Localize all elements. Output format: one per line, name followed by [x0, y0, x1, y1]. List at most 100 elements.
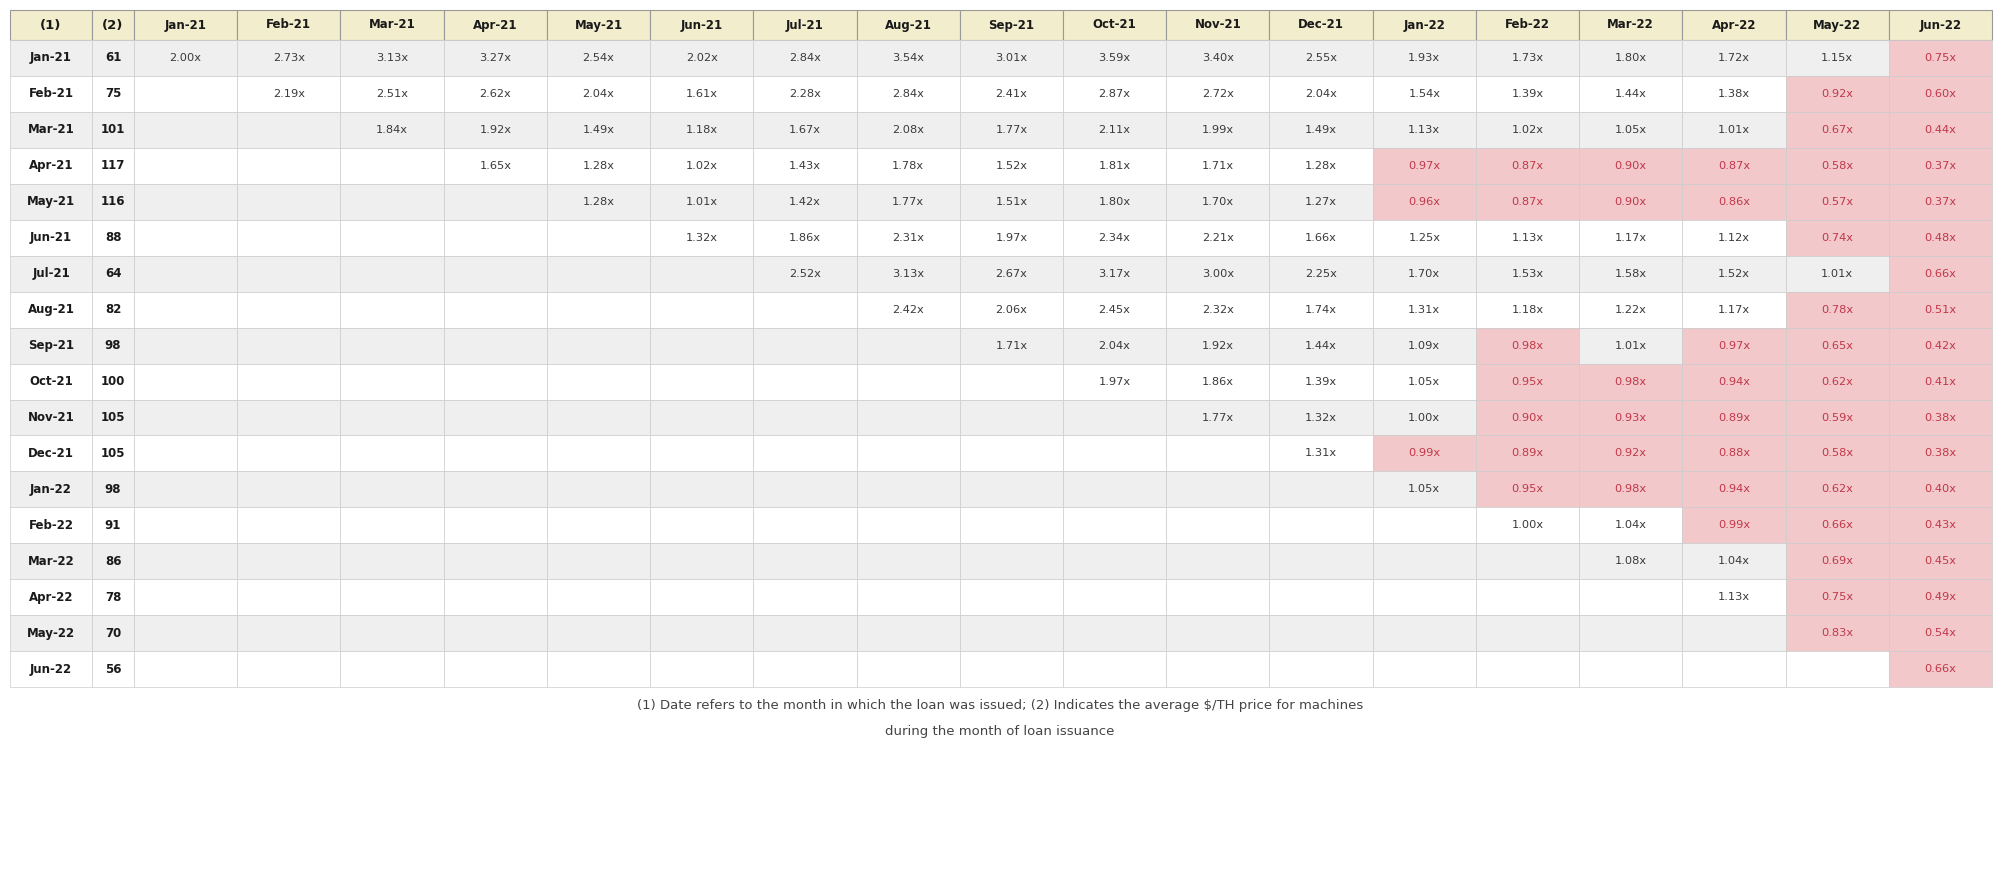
Text: 2.00x: 2.00x [170, 53, 202, 63]
Text: 75: 75 [104, 87, 122, 100]
Text: 1.00x: 1.00x [1408, 412, 1440, 423]
Text: 0.97x: 0.97x [1718, 341, 1750, 351]
Bar [856, 292, 960, 328]
Bar [856, 328, 960, 364]
Bar [1372, 40, 1476, 76]
Bar [1166, 328, 1270, 364]
Bar [546, 507, 650, 544]
Bar [340, 580, 444, 615]
Bar [1682, 651, 1786, 687]
Bar [546, 544, 650, 580]
Bar [10, 219, 92, 255]
Bar [754, 507, 856, 544]
Bar [1372, 544, 1476, 580]
Bar [1372, 255, 1476, 292]
Text: 0.88x: 0.88x [1718, 448, 1750, 458]
Text: 1.84x: 1.84x [376, 125, 408, 135]
Text: 1.01x: 1.01x [1822, 269, 1854, 278]
Bar [1372, 219, 1476, 255]
Bar [1786, 364, 1888, 400]
Bar [1476, 148, 1580, 184]
Text: 1.17x: 1.17x [1614, 233, 1646, 243]
Text: 0.92x: 0.92x [1614, 448, 1646, 458]
Bar [1580, 292, 1682, 328]
Bar [960, 471, 1064, 507]
Bar [238, 76, 340, 112]
Bar [546, 10, 650, 40]
Text: 2.32x: 2.32x [1202, 305, 1234, 315]
Bar [1064, 10, 1166, 40]
Bar [1682, 507, 1786, 544]
Bar [960, 328, 1064, 364]
Bar [340, 76, 444, 112]
Text: Jun-22: Jun-22 [1920, 19, 1962, 32]
Text: 1.71x: 1.71x [1202, 161, 1234, 171]
Bar [92, 10, 134, 40]
Bar [1476, 435, 1580, 471]
Bar [1476, 184, 1580, 219]
Bar [1476, 10, 1580, 40]
Text: 1.72x: 1.72x [1718, 53, 1750, 63]
Bar [856, 255, 960, 292]
Bar [960, 184, 1064, 219]
Bar [134, 507, 238, 544]
Text: 105: 105 [100, 411, 126, 424]
Bar [10, 471, 92, 507]
Bar [1166, 364, 1270, 400]
Bar [754, 184, 856, 219]
Bar [134, 400, 238, 435]
Bar [1786, 184, 1888, 219]
Bar [546, 400, 650, 435]
Bar [1888, 184, 1992, 219]
Text: 0.37x: 0.37x [1924, 196, 1956, 207]
Bar [1372, 184, 1476, 219]
Text: 1.05x: 1.05x [1614, 125, 1646, 135]
Text: 0.48x: 0.48x [1924, 233, 1956, 243]
Bar [92, 292, 134, 328]
Bar [1476, 219, 1580, 255]
Text: 1.27x: 1.27x [1306, 196, 1338, 207]
Bar [10, 580, 92, 615]
Text: 98: 98 [104, 339, 122, 352]
Bar [1888, 507, 1992, 544]
Bar [1888, 76, 1992, 112]
Text: 1.39x: 1.39x [1512, 89, 1544, 99]
Bar [650, 255, 754, 292]
Text: 117: 117 [100, 159, 126, 173]
Bar [1270, 184, 1372, 219]
Bar [856, 76, 960, 112]
Bar [650, 615, 754, 651]
Bar [1372, 651, 1476, 687]
Text: 1.44x: 1.44x [1306, 341, 1336, 351]
Text: 1.32x: 1.32x [1306, 412, 1338, 423]
Bar [1166, 615, 1270, 651]
Bar [856, 544, 960, 580]
Text: 0.99x: 0.99x [1718, 521, 1750, 530]
Text: 2.73x: 2.73x [272, 53, 304, 63]
Bar [856, 184, 960, 219]
Text: 1.65x: 1.65x [480, 161, 512, 171]
Bar [856, 112, 960, 148]
Bar [1888, 435, 1992, 471]
Bar [1270, 400, 1372, 435]
Text: 0.45x: 0.45x [1924, 556, 1956, 566]
Bar [1682, 10, 1786, 40]
Bar [1786, 544, 1888, 580]
Text: 1.31x: 1.31x [1304, 448, 1338, 458]
Bar [1682, 292, 1786, 328]
Text: 0.97x: 0.97x [1408, 161, 1440, 171]
Text: 2.02x: 2.02x [686, 53, 718, 63]
Text: Sep-21: Sep-21 [988, 19, 1034, 32]
Text: 0.74x: 0.74x [1822, 233, 1854, 243]
Text: 2.51x: 2.51x [376, 89, 408, 99]
Bar [1166, 580, 1270, 615]
Text: 1.02x: 1.02x [686, 161, 718, 171]
Text: 0.40x: 0.40x [1924, 485, 1956, 494]
Bar [92, 615, 134, 651]
Bar [1888, 364, 1992, 400]
Text: Feb-22: Feb-22 [28, 519, 74, 532]
Bar [238, 10, 340, 40]
Text: 70: 70 [104, 626, 122, 640]
Bar [1888, 544, 1992, 580]
Bar [238, 435, 340, 471]
